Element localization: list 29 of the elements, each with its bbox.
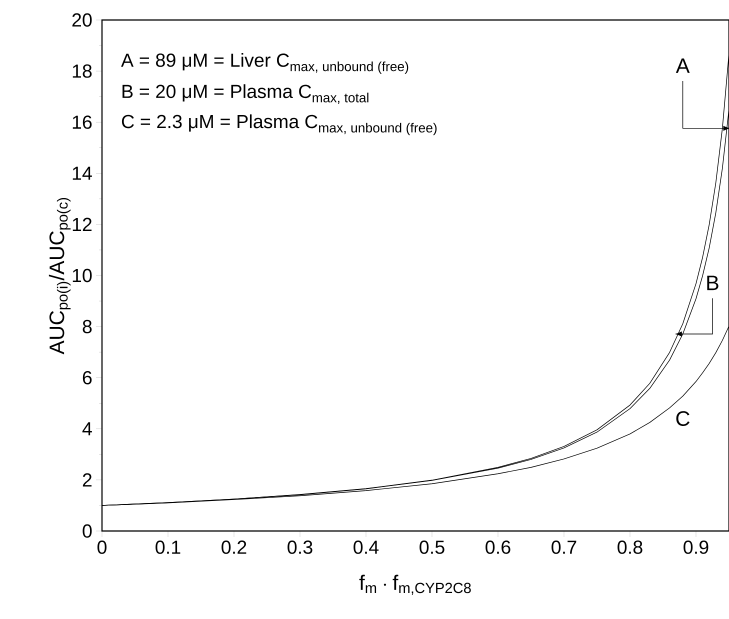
x-tick-label: 0.4	[354, 540, 379, 554]
y-tick-label: 4	[82, 422, 92, 436]
x-tick-label: 0	[97, 540, 107, 554]
x-tick-label: 0.6	[486, 540, 510, 554]
x-axis-title: $\text{f}_{\text{m}}\cdot\text{f}_{\text{m,CYP2C8}}$	[359, 574, 471, 595]
y-tick-label: 0	[82, 524, 92, 538]
annotation: $\text{B = 20 μM = Plasma C}_{\text{max, total}}$	[122, 84, 368, 104]
y-axis-title: $\text{AUC}_{\text{po(i)}}\text{/AUC}_{\text{po(c)}}$	[48, 198, 71, 354]
x-tick-label: 0.8	[618, 540, 642, 554]
annotation: B	[707, 276, 718, 290]
annotation: A	[676, 58, 690, 73]
x-tick-label: 0.2	[222, 540, 246, 554]
x-tick-label: 0.5	[420, 540, 444, 554]
y-tick-label: 6	[82, 370, 92, 384]
annotation: $\text{A = 89 μM = Liver C}_{\text{max, unbound (free)}}$	[121, 53, 408, 74]
annotation: $\text{C = 2.3 μM = Plasma C}_{\text{max, unbound (free)}}$	[122, 114, 437, 136]
y-tick-label: 12	[72, 218, 92, 232]
y-tick-label: 20	[72, 13, 92, 27]
y-tick-label: 14	[72, 166, 92, 180]
y-tick-label: 8	[82, 320, 92, 334]
x-tick-label: 0.1	[156, 540, 180, 554]
y-tick-label: 2	[82, 473, 92, 487]
y-tick-label: 10	[72, 268, 92, 282]
y-tick-label: 16	[72, 115, 92, 129]
annotation: C	[676, 411, 690, 426]
x-tick-label: 0.7	[552, 540, 576, 554]
x-tick-label: 0.3	[288, 540, 312, 554]
x-tick-label: 0.9	[684, 540, 708, 554]
y-tick-label: 18	[72, 64, 92, 78]
